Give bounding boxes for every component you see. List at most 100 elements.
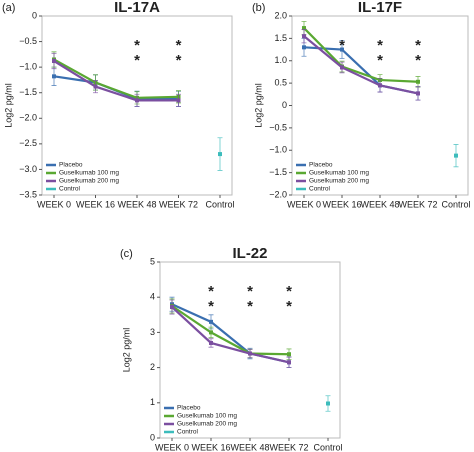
y-tick-label: 5 [150, 256, 155, 266]
panel-label: (a) [2, 2, 15, 14]
point [248, 351, 252, 356]
chart-title: IL-17F [358, 0, 402, 16]
x-tick-label: WEEK 48 [360, 199, 399, 209]
significance-mark: * [377, 52, 383, 69]
y-tick-label: 0 [32, 10, 37, 20]
x-tick-label: WEEK 0 [287, 199, 321, 209]
point [378, 83, 382, 88]
y-tick-label: 2 [150, 362, 155, 372]
legend-label: Control [59, 186, 81, 193]
point [52, 74, 56, 79]
x-tick-label: WEEK 0 [155, 442, 189, 452]
point [93, 84, 98, 89]
series-line [303, 27, 419, 83]
x-tick-label: WEEK 16 [191, 442, 230, 452]
point [135, 98, 139, 103]
point [52, 59, 56, 64]
significance-mark: * [286, 298, 292, 315]
y-axis-label: Log2 pg/ml [3, 83, 13, 128]
y-tick-label: −1.0 [269, 145, 287, 155]
significance-mark: * [208, 283, 214, 300]
point [340, 47, 344, 52]
x-tick-label: WEEK 48 [230, 442, 269, 452]
x-tick-label: WEEK 0 [37, 199, 71, 209]
point [287, 352, 291, 357]
legend-label: Guselkumab 100 mg [177, 413, 237, 420]
series-line [53, 58, 179, 99]
significance-mark: * [134, 37, 140, 54]
series-line [303, 35, 419, 95]
y-tick-label: 1 [150, 397, 155, 407]
legend-label: Guselkumab 200 mg [177, 421, 237, 428]
significance-mark: * [134, 52, 140, 69]
y-tick-label: −1.5 [269, 167, 287, 177]
y-tick-label: −3.5 [19, 189, 37, 199]
legend-label: Placebo [177, 405, 201, 412]
panel-label: (b) [252, 2, 265, 14]
y-tick-label: 0 [282, 100, 287, 110]
y-tick-label: −3.0 [19, 164, 37, 174]
y-tick-label: −2.5 [19, 138, 37, 148]
chart-title: IL-17A [114, 0, 160, 16]
legend-label: Guselkumab 200 mg [59, 178, 119, 185]
point [287, 360, 291, 365]
y-tick-label: 1.0 [274, 55, 287, 65]
y-axis-label: Log2 pg/ml [121, 328, 131, 373]
y-tick-label: 4 [150, 292, 155, 302]
y-tick-label: −0.5 [19, 36, 37, 46]
x-tick-label: WEEK 48 [117, 199, 156, 209]
point [326, 401, 330, 406]
significance-mark: * [415, 52, 421, 69]
significance-mark: * [208, 298, 214, 315]
y-tick-label: 2.0 [274, 10, 287, 20]
point [302, 34, 306, 39]
legend-label: Placebo [309, 162, 333, 169]
point [176, 98, 181, 103]
x-tick-label: Control [313, 442, 342, 452]
legend-label: Control [309, 186, 331, 193]
significance-mark: * [339, 37, 345, 54]
panel-label: (c) [120, 248, 133, 260]
significance-mark: * [286, 283, 292, 300]
y-axis-label: Log2 pg/ml [253, 83, 263, 128]
y-tick-label: 0 [150, 432, 155, 442]
y-tick-label: −1.5 [19, 87, 37, 97]
x-tick-label: WEEK 16 [322, 199, 361, 209]
significance-mark: * [415, 37, 421, 54]
x-tick-label: Control [205, 199, 234, 209]
y-tick-label: 1.5 [274, 33, 287, 43]
legend-label: Guselkumab 100 mg [309, 170, 369, 177]
point [218, 152, 222, 157]
point [302, 26, 306, 31]
y-tick-label: 0.5 [274, 78, 287, 88]
x-tick-label: WEEK 72 [269, 442, 308, 452]
series-line [171, 306, 290, 364]
legend-label: Control [177, 429, 199, 436]
point [416, 91, 420, 96]
series-line [171, 305, 290, 356]
y-tick-label: −0.5 [269, 122, 287, 132]
significance-mark: * [176, 37, 182, 54]
y-tick-label: −2.0 [269, 189, 287, 199]
point [209, 330, 213, 335]
point [209, 319, 213, 324]
series-line [53, 60, 179, 102]
significance-mark: * [247, 298, 253, 315]
y-tick-label: 3 [150, 327, 155, 337]
series-line [53, 75, 179, 100]
legend-label: Placebo [59, 162, 83, 169]
point [340, 65, 344, 70]
significance-mark: * [377, 37, 383, 54]
x-tick-label: WEEK 72 [398, 199, 437, 209]
point [302, 45, 306, 50]
x-tick-label: Control [441, 199, 470, 209]
y-tick-label: −1.0 [19, 62, 37, 72]
x-tick-label: WEEK 16 [76, 199, 115, 209]
point [454, 153, 458, 158]
legend-label: Guselkumab 200 mg [309, 178, 369, 185]
chart-title: IL-22 [232, 245, 267, 262]
x-tick-label: WEEK 72 [159, 199, 198, 209]
legend-label: Guselkumab 100 mg [59, 170, 119, 177]
point [170, 305, 174, 310]
